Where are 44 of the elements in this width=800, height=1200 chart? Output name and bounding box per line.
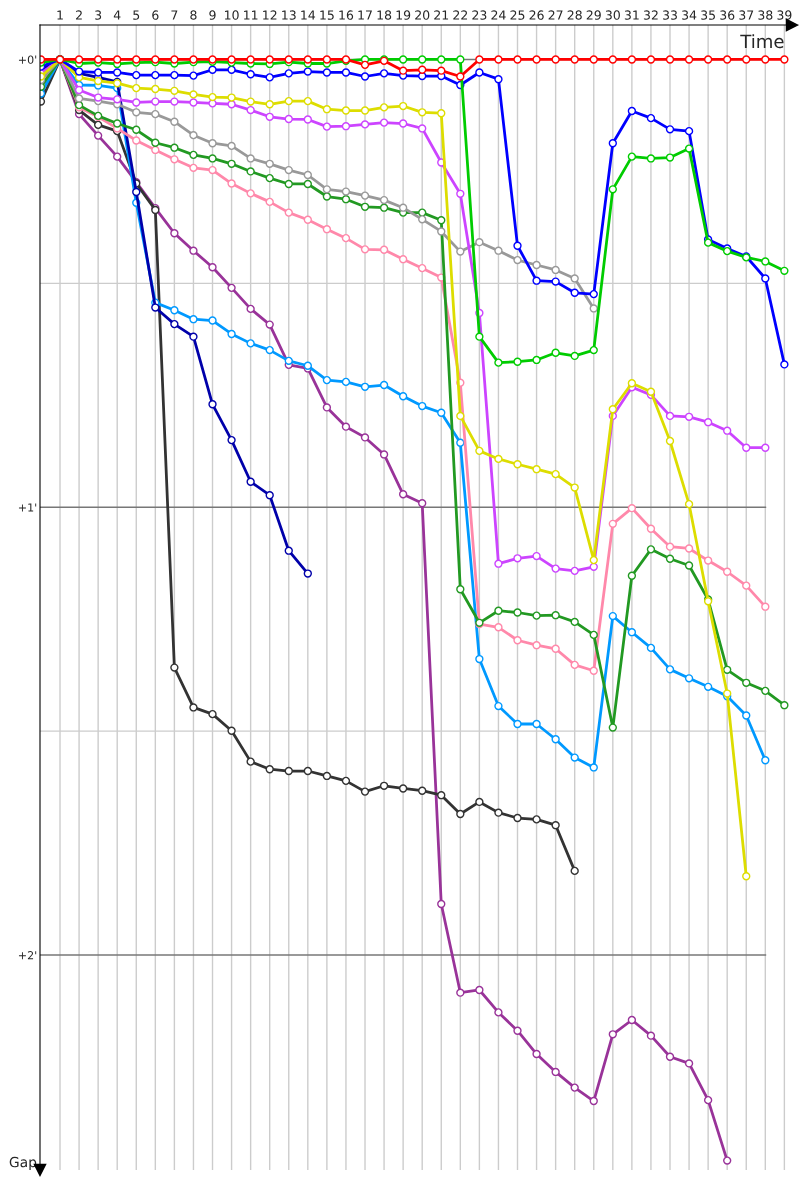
x-tick-label: 37: [739, 10, 754, 20]
x-tick-label: 9: [209, 10, 216, 20]
x-tick-label: 18: [377, 10, 392, 20]
x-tick-label: 32: [643, 10, 658, 20]
x-tick-label: 39: [777, 10, 792, 20]
x-tick-label: 19: [396, 10, 411, 20]
x-tick-label: 26: [529, 10, 544, 20]
x-tick-label: 27: [548, 10, 563, 20]
y-tick-label: +0': [18, 55, 37, 64]
x-tick-label: 22: [453, 10, 468, 20]
x-axis-title: Time: [740, 34, 784, 49]
x-tick-label: 2: [76, 10, 82, 20]
x-tick-label: 13: [282, 10, 296, 20]
x-tick-label: 1: [57, 10, 63, 20]
x-tick-label: 38: [758, 10, 773, 20]
y-tick-label: +2': [18, 951, 37, 960]
x-tick-label: 10: [224, 10, 239, 20]
x-tick-label: 5: [133, 10, 140, 20]
x-tick-label: 16: [339, 10, 354, 20]
x-tick-label: 29: [586, 10, 601, 20]
x-tick-label: 34: [682, 10, 697, 20]
x-tick-label: 20: [415, 10, 430, 20]
x-tick-label: 30: [605, 10, 620, 20]
x-tick-label: 14: [301, 10, 316, 20]
x-tick-label: 12: [263, 10, 277, 20]
x-tick-label: 33: [663, 10, 677, 20]
y-axis-title: Gap: [9, 1156, 37, 1170]
y-tick-label: +1': [18, 503, 37, 512]
x-tick-label: 31: [624, 10, 639, 20]
x-tick-label: 24: [491, 10, 506, 20]
x-tick-label: 8: [190, 10, 197, 20]
x-tick-label: 36: [720, 10, 735, 20]
x-tick-label: 11: [244, 10, 258, 20]
x-tick-label: 17: [358, 10, 372, 20]
x-tick-label: 6: [152, 10, 159, 20]
x-tick-label: 15: [320, 10, 334, 20]
x-tick-label: 35: [701, 10, 715, 20]
x-tick-label: 7: [171, 10, 178, 20]
x-tick-label: 23: [472, 10, 487, 20]
x-tick-label: 28: [567, 10, 582, 20]
x-tick-label: 21: [434, 10, 449, 20]
x-tick-label: 3: [95, 10, 102, 20]
x-tick-label: 25: [510, 10, 525, 20]
x-tick-label: 4: [113, 10, 121, 20]
